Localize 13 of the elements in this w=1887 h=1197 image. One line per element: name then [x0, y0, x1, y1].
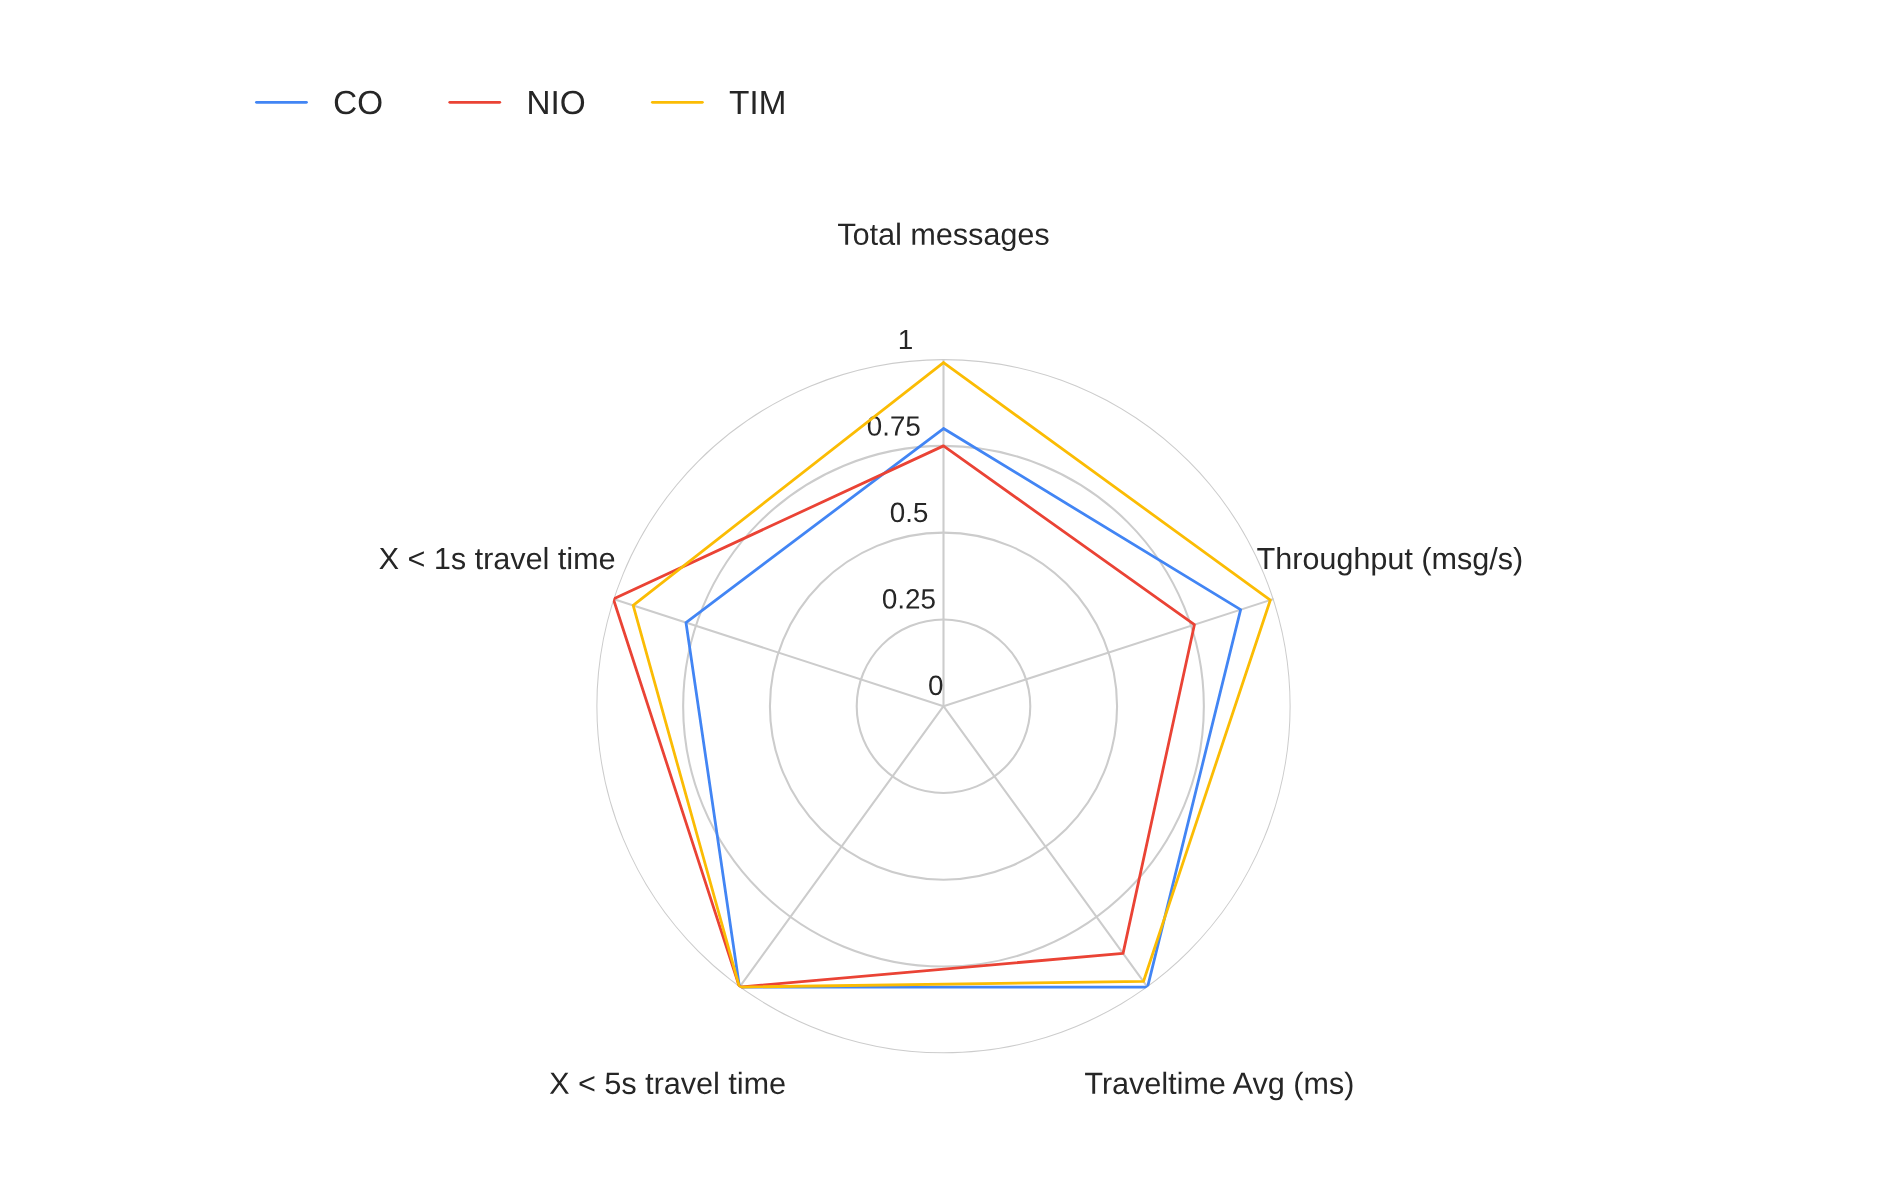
y-tick-label: 1	[899, 329, 912, 350]
spoke-label: Traveltime Avg (ms)	[1085, 1071, 1353, 1101]
y-tick-label: 0.5	[890, 502, 928, 523]
legend-label: TIM	[729, 91, 784, 115]
spoke-label: Total messages	[838, 222, 1049, 252]
spoke-label: X < 1s travel time	[379, 546, 615, 570]
legend-label: NIO	[529, 90, 585, 115]
y-tick-label: 0.75	[867, 416, 920, 436]
spoke-label: Throughput (msg/s)	[1257, 546, 1522, 576]
y-tick-label: 0	[929, 675, 943, 696]
legend-label: CO	[334, 90, 382, 115]
y-tick-label: 0.25	[882, 589, 935, 609]
spoke-label: X < 5s travel time	[549, 1071, 785, 1095]
